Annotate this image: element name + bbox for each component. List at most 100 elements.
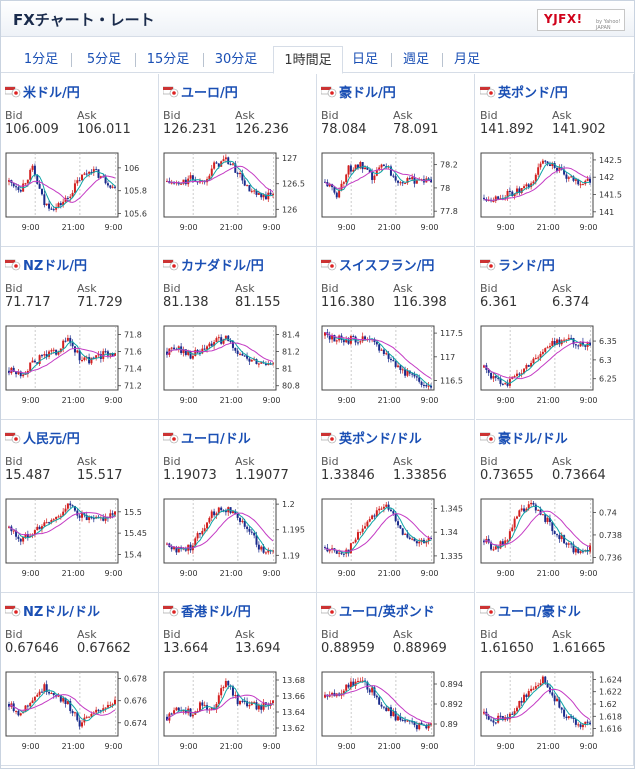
candle-body bbox=[173, 182, 176, 184]
candle-body bbox=[257, 544, 260, 550]
candle-body bbox=[231, 341, 234, 348]
candle-body bbox=[340, 183, 343, 191]
pair-link[interactable]: ランド/円 bbox=[479, 255, 555, 274]
candle-body bbox=[427, 538, 430, 542]
pair-link[interactable]: スイスフラン/円 bbox=[320, 255, 434, 274]
y-tick-label: 81.2 bbox=[282, 348, 300, 357]
y-tick-label: 13.66 bbox=[282, 692, 305, 701]
pair-link[interactable]: NZドル/ドル bbox=[4, 601, 100, 620]
mini-chart[interactable]: 0.74 0.738 0.736 9:00 21:00 9:00 bbox=[480, 498, 632, 580]
yjfx-logo[interactable]: YJFX! by Yahoo! JAPAN bbox=[537, 9, 625, 31]
pair-link[interactable]: 人民元/円 bbox=[4, 428, 80, 447]
bid-label: Bid bbox=[480, 109, 498, 122]
mini-chart[interactable]: 13.68 13.66 13.64 13.62 9:00 21:00 9:00 bbox=[163, 671, 315, 753]
candle-body bbox=[506, 190, 509, 198]
pair-link[interactable]: 豪ドル/円 bbox=[320, 82, 396, 101]
mini-chart[interactable]: 106 105.8 105.6 9:00 21:00 9:00 bbox=[5, 152, 157, 234]
ma-fast-line bbox=[8, 170, 116, 209]
mini-chart[interactable]: 0.894 0.892 0.89 9:00 21:00 9:00 bbox=[321, 671, 473, 753]
mini-chart[interactable]: 15.5 15.45 15.4 9:00 21:00 9:00 bbox=[5, 498, 157, 580]
candle-body bbox=[182, 179, 185, 184]
mini-chart[interactable]: 81.4 81.2 81 80.8 9:00 21:00 9:00 bbox=[163, 325, 315, 407]
x-tick-label: 9:00 bbox=[180, 396, 198, 405]
y-tick-label: 0.892 bbox=[440, 700, 463, 709]
candle-body bbox=[31, 700, 34, 704]
tab-15min[interactable]: 15分足 bbox=[146, 52, 190, 67]
pair-cell: 米ドル/円 Bid Ask 106.009 106.011 106 105.8 105.6 9:… bbox=[1, 74, 159, 247]
candle-body bbox=[523, 368, 526, 374]
candle-body bbox=[173, 347, 176, 350]
pair-link[interactable]: 米ドル/円 bbox=[4, 82, 80, 101]
pair-link[interactable]: 英ポンド/円 bbox=[479, 82, 568, 101]
mini-chart[interactable]: 71.8 71.6 71.4 71.2 9:00 21:00 9:00 bbox=[5, 325, 157, 407]
mini-chart[interactable]: 127 126.5 126 9:00 21:00 9:00 bbox=[163, 152, 315, 234]
pair-name: 香港ドル/円 bbox=[181, 605, 251, 620]
mini-chart[interactable]: 117.5 117 116.5 9:00 21:00 9:00 bbox=[321, 325, 473, 407]
mini-chart[interactable]: 1.624 1.622 1.62 1.618 1.616 9:00 21:00 9:00 bbox=[480, 671, 632, 753]
tab-weekly[interactable]: 週足 bbox=[402, 52, 429, 67]
tab-5min[interactable]: 5分足 bbox=[86, 52, 122, 67]
pair-link[interactable]: ユーロ/円 bbox=[162, 82, 238, 101]
mini-chart[interactable]: 142.5 142 141.5 141 9:00 21:00 9:00 bbox=[480, 152, 632, 234]
y-tick-label: 13.64 bbox=[282, 708, 305, 717]
pair-link[interactable]: ユーロ/豪ドル bbox=[479, 601, 581, 620]
candle-body bbox=[487, 538, 490, 543]
candle-body bbox=[224, 680, 227, 688]
candle-body bbox=[589, 722, 591, 725]
tab-30min[interactable]: 30分足 bbox=[214, 52, 258, 67]
candle-body bbox=[577, 724, 580, 726]
candle-body bbox=[253, 359, 256, 361]
pair-link[interactable]: ユーロ/英ポンド bbox=[320, 601, 435, 620]
candle-body bbox=[408, 537, 411, 539]
candle-body bbox=[66, 197, 69, 199]
mini-chart[interactable]: 1.345 1.34 1.335 9:00 21:00 9:00 bbox=[321, 498, 473, 580]
candle-body bbox=[217, 507, 220, 514]
tab-1min[interactable]: 1分足 bbox=[23, 52, 59, 67]
candle-body bbox=[99, 176, 102, 178]
candle-body bbox=[513, 376, 516, 378]
pair-link[interactable]: ユーロ/ドル bbox=[162, 428, 251, 447]
candle-body bbox=[548, 345, 551, 348]
ask-value: 13.694 bbox=[235, 641, 281, 656]
x-tick-label: 9:00 bbox=[22, 569, 40, 578]
candle-body bbox=[255, 702, 258, 710]
tab-1hour[interactable]: 1時間足 bbox=[273, 46, 343, 74]
pair-name: 英ポンド/円 bbox=[498, 86, 568, 101]
mini-chart[interactable]: 1.2 1.195 1.19 9:00 21:00 9:00 bbox=[163, 498, 315, 580]
candle-body bbox=[394, 176, 397, 181]
mini-chart[interactable]: 0.678 0.676 0.674 9:00 21:00 9:00 bbox=[5, 671, 157, 753]
candle-body bbox=[534, 174, 537, 182]
candle-body bbox=[382, 164, 385, 167]
pair-link[interactable]: カナダドル/円 bbox=[162, 255, 264, 274]
candle-body bbox=[260, 546, 263, 550]
candle-body bbox=[17, 371, 20, 375]
candle-body bbox=[250, 359, 253, 362]
candle-body bbox=[92, 357, 95, 359]
pair-link[interactable]: 豪ドル/ドル bbox=[479, 428, 568, 447]
y-tick-label: 0.738 bbox=[599, 531, 622, 540]
candle-body bbox=[534, 357, 537, 359]
candle-body bbox=[518, 373, 521, 375]
candle-body bbox=[399, 365, 402, 371]
pair-link[interactable]: 英ポンド/ドル bbox=[320, 428, 422, 447]
mini-chart[interactable]: 78.2 78 77.8 9:00 21:00 9:00 bbox=[321, 152, 473, 234]
pair-cell: ユーロ/豪ドル Bid Ask 1.61650 1.61665 1.624 1.622 1.6… bbox=[476, 593, 634, 766]
candle-body bbox=[76, 510, 79, 516]
tab-daily[interactable]: 日足 bbox=[351, 52, 378, 67]
candle-body bbox=[36, 526, 39, 531]
candle-body bbox=[324, 332, 326, 336]
candle-body bbox=[570, 543, 573, 545]
y-tick-label: 106 bbox=[124, 164, 139, 173]
candle-body bbox=[513, 193, 516, 197]
candle-body bbox=[347, 165, 350, 175]
tab-monthly[interactable]: 月足 bbox=[453, 52, 480, 67]
x-tick-label: 21:00 bbox=[537, 396, 560, 405]
candle-body bbox=[40, 526, 43, 530]
pair-link[interactable]: 香港ドル/円 bbox=[162, 601, 251, 620]
ma-slow-line bbox=[324, 513, 432, 552]
candle-body bbox=[359, 531, 362, 533]
mini-chart[interactable]: 6.35 6.3 6.25 9:00 21:00 9:00 bbox=[480, 325, 632, 407]
pair-link[interactable]: NZドル/円 bbox=[4, 255, 87, 274]
candle-body bbox=[418, 377, 421, 382]
bid-label: Bid bbox=[480, 455, 498, 468]
